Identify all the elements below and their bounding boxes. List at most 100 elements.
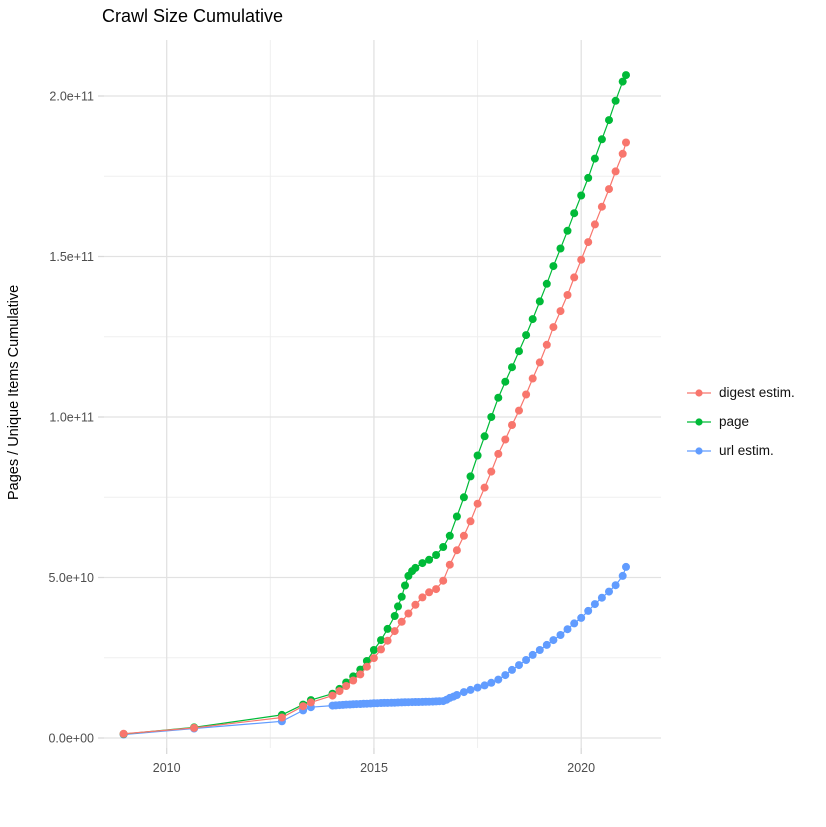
data-point-page: [369, 646, 378, 654]
data-point-digest-estim-: [411, 600, 420, 609]
data-point-digest-estim-: [397, 617, 406, 626]
legend-label: page: [719, 414, 750, 429]
data-point-page: [473, 451, 482, 460]
data-point-digest-estim-: [459, 531, 468, 540]
data-point-url-estim-: [501, 671, 510, 680]
data-point-digest-estim-: [369, 654, 378, 663]
data-point-url-estim-: [563, 625, 572, 634]
data-point-page: [584, 173, 593, 182]
data-point-digest-estim-: [535, 358, 544, 367]
y-tick-label: 1.0e+11: [49, 411, 94, 425]
data-point-page: [535, 297, 544, 306]
y-tick-label: 5.0e+10: [48, 571, 94, 585]
data-point-digest-estim-: [439, 576, 448, 585]
data-point-page: [425, 555, 434, 564]
data-point-digest-estim-: [418, 593, 427, 602]
data-point-digest-estim-: [377, 645, 385, 654]
legend: digest estim. page url estim.: [686, 378, 795, 465]
data-point-digest-estim-: [349, 676, 358, 685]
data-point-page: [418, 559, 427, 568]
data-point-url-estim-: [522, 656, 531, 664]
data-point-page: [528, 315, 537, 324]
data-point-digest-estim-: [466, 517, 475, 526]
data-point-url-estim-: [487, 678, 496, 687]
chart-title: Crawl Size Cumulative: [102, 6, 284, 26]
data-point-digest-estim-: [618, 149, 627, 158]
grid-layer: [104, 40, 661, 748]
y-tick-label: 2.0e+11: [49, 90, 94, 104]
data-point-page: [570, 209, 579, 218]
data-point-digest-estim-: [577, 255, 586, 264]
data-point-page: [362, 657, 371, 665]
x-tick-label: 2015: [360, 761, 388, 775]
data-point-digest-estim-: [356, 670, 365, 679]
legend-key-url-estim: [687, 446, 711, 455]
data-point-digest-estim-: [362, 662, 371, 671]
data-point-digest-estim-: [590, 220, 599, 229]
data-point-page: [597, 135, 606, 144]
data-point-page: [515, 347, 523, 356]
data-point-url-estim-: [528, 650, 537, 659]
data-point-url-estim-: [535, 646, 544, 654]
legend-entry-page: page: [686, 407, 795, 436]
data-point-page: [411, 563, 420, 572]
data-point-page: [577, 191, 586, 200]
data-point-page: [556, 244, 565, 253]
data-point-url-estim-: [611, 581, 620, 590]
data-point-url-estim-: [622, 562, 630, 571]
data-point-page: [611, 96, 620, 105]
data-point-page: [508, 363, 516, 372]
data-point-url-estim-: [556, 631, 565, 639]
data-point-url-estim-: [452, 691, 461, 699]
data-point-page: [401, 581, 409, 590]
data-point-digest-estim-: [549, 323, 558, 332]
data-point-digest-estim-: [328, 691, 337, 700]
data-point-digest-estim-: [445, 560, 454, 569]
data-point-page: [605, 116, 613, 125]
data-point-digest-estim-: [452, 546, 461, 555]
data-point-digest-estim-: [501, 435, 510, 444]
data-point-digest-estim-: [494, 449, 503, 458]
data-point-url-estim-: [480, 681, 489, 690]
legend-label: digest estim.: [719, 385, 795, 400]
data-point-page: [432, 551, 441, 559]
data-point-page: [394, 602, 402, 611]
data-point-digest-estim-: [119, 729, 128, 738]
x-tick-label: 2010: [153, 761, 181, 775]
legend-key-page: [687, 417, 711, 426]
data-point-page: [501, 377, 510, 386]
data-point-page: [397, 592, 406, 601]
data-point-digest-estim-: [383, 636, 392, 645]
legend-entry-url-estim: url estim.: [686, 436, 795, 465]
legend-entry-digest-estim: digest estim.: [686, 378, 795, 407]
data-point-digest-estim-: [342, 682, 351, 690]
data-point-page: [542, 279, 551, 288]
data-point-url-estim-: [515, 661, 523, 670]
data-point-digest-estim-: [584, 238, 593, 247]
data-point-digest-estim-: [556, 307, 565, 316]
data-point-digest-estim-: [306, 698, 315, 707]
data-point-url-estim-: [459, 688, 468, 697]
data-point-page: [390, 612, 399, 620]
data-point-url-estim-: [577, 613, 586, 622]
legend-key-digest-estim: [687, 388, 711, 397]
data-point-page: [522, 331, 531, 340]
data-point-page: [466, 472, 475, 481]
y-tick-label: 1.5e+11: [49, 250, 94, 264]
legend-label: url estim.: [719, 443, 774, 458]
data-point-url-estim-: [570, 619, 579, 628]
series-line-page: [123, 74, 627, 735]
data-point-digest-estim-: [611, 167, 620, 176]
data-point-url-estim-: [605, 587, 613, 596]
data-point-page: [459, 493, 468, 502]
data-point-digest-estim-: [425, 588, 434, 597]
tick-layer: [98, 95, 582, 754]
data-point-page: [618, 77, 627, 86]
data-point-url-estim-: [584, 606, 593, 615]
data-point-digest-estim-: [605, 185, 613, 194]
axis-labels: 0.0e+00 5.0e+10 1.0e+11 1.5e+11 2.0e+11 …: [48, 90, 595, 776]
data-point-page: [622, 71, 630, 80]
data-point-digest-estim-: [528, 374, 537, 383]
